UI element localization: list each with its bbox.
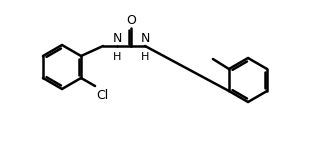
Text: H: H xyxy=(113,52,121,62)
Text: H: H xyxy=(141,52,149,62)
Text: Cl: Cl xyxy=(96,89,108,102)
Text: N: N xyxy=(140,32,150,45)
Text: N: N xyxy=(112,32,122,45)
Text: O: O xyxy=(126,14,136,28)
